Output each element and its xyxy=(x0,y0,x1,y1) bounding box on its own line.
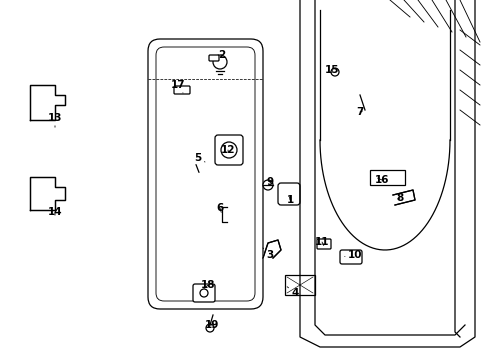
Text: 6: 6 xyxy=(216,203,223,213)
Text: 9: 9 xyxy=(266,177,273,187)
FancyBboxPatch shape xyxy=(339,250,361,264)
Circle shape xyxy=(221,142,237,158)
Circle shape xyxy=(330,68,338,76)
Text: 11: 11 xyxy=(314,237,329,247)
FancyBboxPatch shape xyxy=(193,284,214,302)
Polygon shape xyxy=(262,240,280,258)
Text: 7: 7 xyxy=(356,107,363,117)
Text: 13: 13 xyxy=(47,113,62,127)
Circle shape xyxy=(206,324,213,332)
Polygon shape xyxy=(30,85,65,120)
Text: 14: 14 xyxy=(47,207,62,217)
Text: 17: 17 xyxy=(170,80,185,93)
Circle shape xyxy=(262,180,272,190)
Circle shape xyxy=(212,55,227,69)
Text: 2: 2 xyxy=(218,50,225,60)
FancyBboxPatch shape xyxy=(317,239,330,249)
Text: 18: 18 xyxy=(200,280,215,290)
Text: 12: 12 xyxy=(220,145,235,155)
Polygon shape xyxy=(30,177,65,210)
Polygon shape xyxy=(285,275,314,295)
Polygon shape xyxy=(392,190,414,205)
Text: 3: 3 xyxy=(262,248,273,260)
Text: 4: 4 xyxy=(287,287,298,298)
Circle shape xyxy=(199,289,208,297)
Polygon shape xyxy=(369,170,404,185)
Text: 5: 5 xyxy=(194,153,205,163)
Text: 10: 10 xyxy=(344,250,362,260)
Text: 16: 16 xyxy=(374,175,389,185)
Text: 15: 15 xyxy=(324,65,338,75)
Text: 1: 1 xyxy=(286,195,293,205)
FancyBboxPatch shape xyxy=(209,55,219,61)
Text: 8: 8 xyxy=(395,193,403,203)
Text: 19: 19 xyxy=(204,320,219,330)
FancyBboxPatch shape xyxy=(174,86,190,94)
